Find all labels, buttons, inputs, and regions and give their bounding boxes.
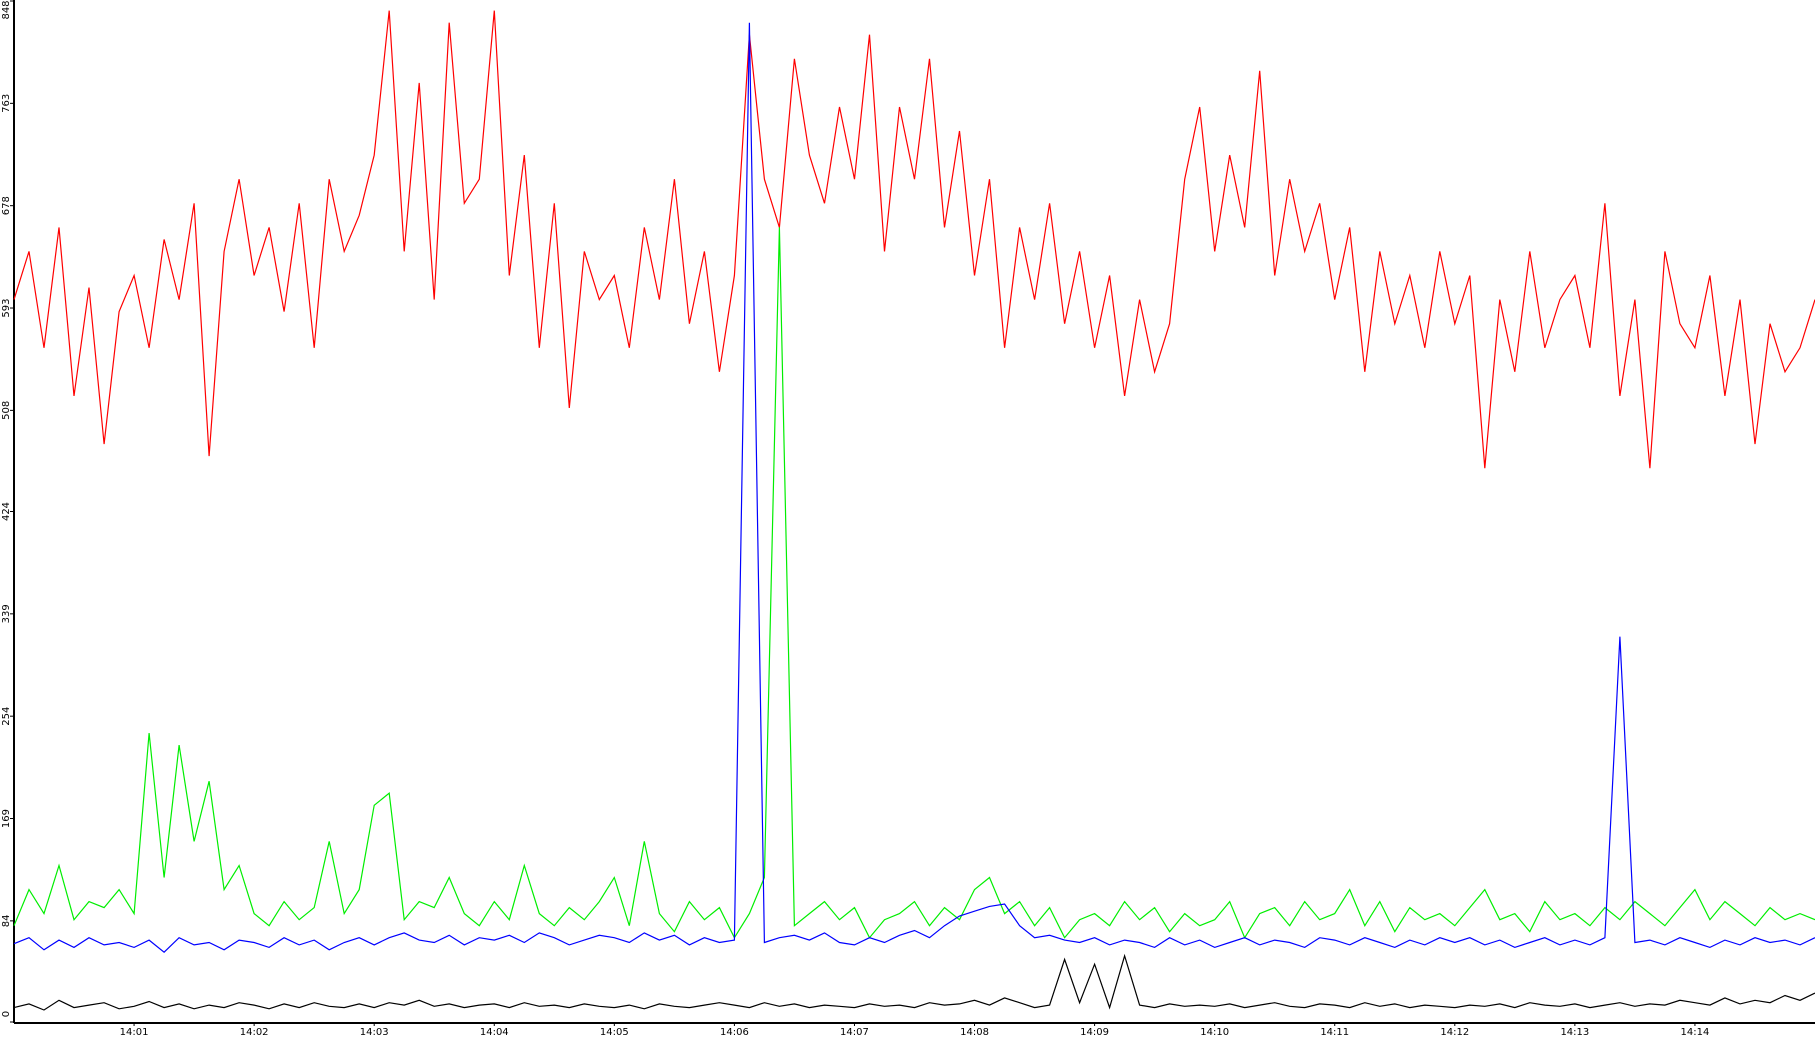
- x-tick-label: 14:01: [120, 1027, 149, 1038]
- y-tick-label: 763: [1, 94, 12, 113]
- x-tick-label: 14:05: [600, 1027, 629, 1038]
- y-tick-label: 254: [1, 707, 12, 726]
- x-tick-label: 14:04: [480, 1027, 509, 1038]
- y-tick-label: 0: [1, 1011, 12, 1017]
- series-line: [13, 953, 1815, 1011]
- x-tick-label: 14:10: [1200, 1027, 1229, 1038]
- y-tick-label: 84: [1, 914, 12, 927]
- y-tick-label: 848: [1, 0, 12, 19]
- y-tick-label: 508: [1, 401, 12, 420]
- x-tick-label: 14:13: [1560, 1027, 1589, 1038]
- x-tick-label: 14:06: [720, 1027, 749, 1038]
- series-line: [13, 10, 1815, 469]
- y-tick-label: 593: [1, 298, 12, 317]
- series-line: [13, 22, 1815, 953]
- series-line: [13, 227, 1815, 940]
- x-tick-label: 14:12: [1440, 1027, 1469, 1038]
- x-tick-label: 14:14: [1681, 1027, 1710, 1038]
- y-tick-label: 678: [1, 196, 12, 215]
- x-tick-label: 14:07: [840, 1027, 869, 1038]
- y-tick-label: 424: [1, 502, 12, 521]
- x-tick-label: 14:09: [1080, 1027, 1109, 1038]
- y-tick-label: 339: [1, 604, 12, 623]
- x-tick-label: 14:03: [360, 1027, 389, 1038]
- x-tick-label: 14:11: [1320, 1027, 1349, 1038]
- y-tick-label: 169: [1, 809, 12, 828]
- x-tick-label: 14:02: [240, 1027, 269, 1038]
- x-tick-label: 14:08: [960, 1027, 989, 1038]
